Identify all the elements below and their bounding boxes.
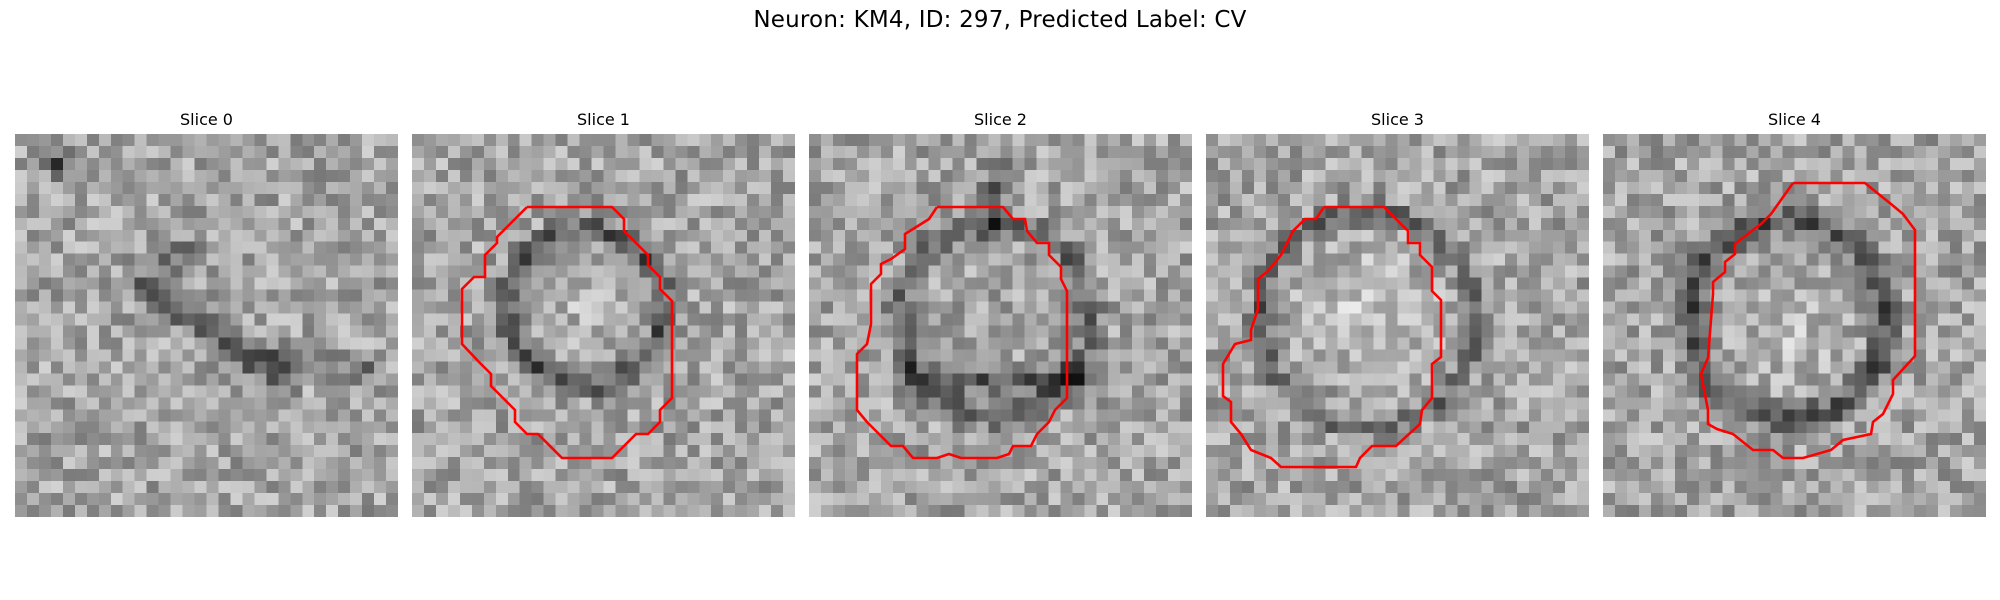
slice-label: Slice 0	[180, 110, 233, 129]
figure-title: Neuron: KM4, ID: 297, Predicted Label: C…	[753, 7, 1247, 33]
slice-outline-2	[855, 205, 1069, 460]
slice-outline-1	[460, 205, 674, 460]
slice-panel-4: Slice 4	[1603, 110, 1986, 520]
slice-image-1	[412, 134, 795, 517]
slice-image-0	[15, 134, 398, 517]
slice-label: Slice 2	[974, 110, 1027, 129]
slice-image-2	[809, 134, 1192, 517]
slice-panel-0: Slice 0	[15, 110, 398, 520]
slice-panel-1: Slice 1	[412, 110, 795, 520]
slice-outline-4	[1699, 181, 1917, 460]
slice-label: Slice 1	[577, 110, 630, 129]
slice-image-4	[1603, 134, 1986, 517]
slice-image-3	[1206, 134, 1589, 517]
slice-label: Slice 3	[1371, 110, 1424, 129]
slice-panel-2: Slice 2	[809, 110, 1192, 520]
slice-outline-3	[1221, 205, 1443, 469]
slice-label: Slice 4	[1768, 110, 1821, 129]
slice-panel-3: Slice 3	[1206, 110, 1589, 520]
